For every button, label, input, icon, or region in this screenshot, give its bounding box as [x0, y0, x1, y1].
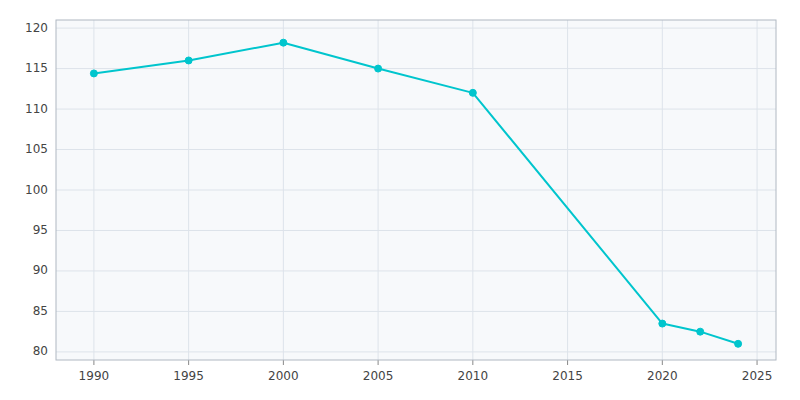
- x-tick-label: 2005: [363, 369, 394, 383]
- x-tick: [757, 360, 758, 365]
- point: [659, 320, 666, 327]
- grid-line-x: [188, 20, 189, 360]
- axes: 80 85 90 95 100 105 110 115 120 1990 1995 2000 2005 2…: [25, 20, 776, 383]
- point: [185, 57, 192, 64]
- y-tick-label: 95: [33, 223, 48, 237]
- x-tick: [283, 360, 284, 365]
- x-tick: [567, 360, 568, 365]
- x-tick-label: 1995: [173, 369, 204, 383]
- point: [375, 65, 382, 72]
- y-tick-label: 90: [33, 263, 48, 277]
- x-tick: [662, 360, 663, 365]
- line: [94, 43, 738, 344]
- grid: [56, 20, 776, 360]
- plot-frame: [56, 20, 776, 360]
- point: [697, 328, 704, 335]
- grid-line-x: [567, 20, 568, 360]
- grid-line-y: [56, 68, 776, 69]
- y-tick-label: 110: [25, 102, 48, 116]
- grid-line-x: [662, 20, 663, 360]
- grid-line-y: [56, 109, 776, 110]
- grid-line-y: [56, 149, 776, 150]
- grid-line-y: [56, 351, 776, 352]
- series: [90, 39, 741, 347]
- y-tick-label: 85: [33, 304, 48, 318]
- grid-line-x: [283, 20, 284, 360]
- chart: 80 85 90 95 100 105 110 115 120 1990 1995 2000 2005 2…: [0, 0, 800, 400]
- y-tick-label: 115: [25, 61, 48, 75]
- x-tick-label: 1990: [79, 369, 110, 383]
- x-tick: [188, 360, 189, 365]
- point: [90, 70, 97, 77]
- x-tick: [472, 360, 473, 365]
- x-tick-label: 2025: [742, 369, 773, 383]
- grid-line-x: [472, 20, 473, 360]
- x-tick: [93, 360, 94, 365]
- point: [469, 89, 476, 96]
- x-tick-label: 2015: [552, 369, 583, 383]
- grid-line-y: [56, 190, 776, 191]
- x-tick-label: 2000: [268, 369, 299, 383]
- grid-line-y: [56, 230, 776, 231]
- x-tick-label: 2010: [458, 369, 489, 383]
- y-tick-label: 100: [25, 183, 48, 197]
- grid-line-y: [56, 28, 776, 29]
- y-tick-label: 120: [25, 21, 48, 35]
- plot-area: [56, 20, 776, 360]
- point: [735, 340, 742, 347]
- y-tick-label: 105: [25, 142, 48, 156]
- grid-line-y: [56, 270, 776, 271]
- x-tick: [378, 360, 379, 365]
- page: {"chart_data": {"type": "line", "x": [19…: [0, 0, 800, 400]
- point: [280, 39, 287, 46]
- x-tick-label: 2020: [647, 369, 678, 383]
- grid-line-y: [56, 311, 776, 312]
- grid-line-x: [757, 20, 758, 360]
- y-tick-label: 80: [33, 344, 48, 358]
